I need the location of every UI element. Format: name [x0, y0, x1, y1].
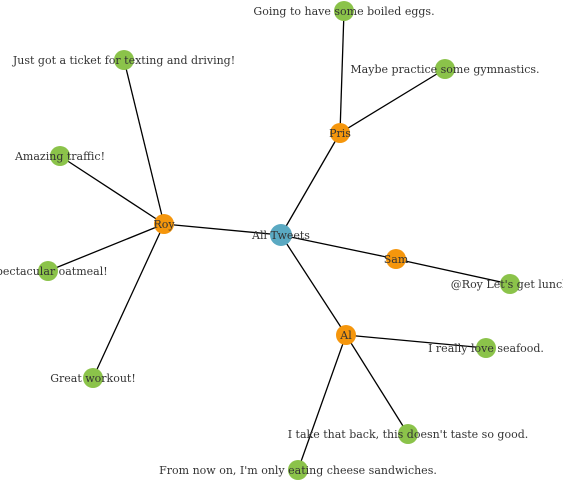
node-circle-t6[interactable]: [83, 368, 103, 388]
node-label-t2: Maybe practice some gymnastics.: [350, 63, 539, 76]
node-label-root: All Tweets: [251, 229, 310, 242]
node-label-al: Al: [339, 329, 352, 342]
node-label-t9: I take that back, this doesn't taste so …: [288, 428, 529, 441]
node-t7[interactable]: @Roy Let's get lunch: [451, 274, 563, 294]
node-t10[interactable]: From now on, I'm only eating cheese sand…: [159, 460, 437, 480]
link-root-pris: [280, 132, 341, 236]
link-roy-t3: [123, 59, 165, 225]
node-circle-root[interactable]: [270, 224, 292, 246]
node-t2[interactable]: Maybe practice some gymnastics.: [350, 59, 540, 79]
node-sam[interactable]: Sam: [384, 249, 409, 269]
links-layer: [47, 10, 511, 471]
node-pris[interactable]: Pris: [329, 123, 351, 143]
node-label-pris: Pris: [329, 127, 351, 140]
node-label-t10: From now on, I'm only eating cheese sand…: [159, 464, 437, 477]
node-label-t6: Great workout!: [50, 372, 136, 385]
node-roy[interactable]: Roy: [153, 214, 175, 234]
node-t9[interactable]: I take that back, this doesn't taste so …: [288, 424, 529, 444]
node-label-t5: Spectacular oatmeal!: [0, 265, 108, 278]
node-circle-t7[interactable]: [500, 274, 520, 294]
link-root-al: [280, 234, 347, 336]
node-circle-t8[interactable]: [476, 338, 496, 358]
node-label-sam: Sam: [384, 253, 409, 266]
node-t5[interactable]: Spectacular oatmeal!: [0, 261, 108, 281]
node-t6[interactable]: Great workout!: [50, 368, 136, 388]
node-t3[interactable]: Just got a ticket for texting and drivin…: [12, 50, 235, 70]
link-roy-t6: [92, 223, 165, 379]
link-root-sam: [280, 234, 397, 260]
node-label-t7: @Roy Let's get lunch: [451, 278, 563, 291]
link-root-roy: [163, 223, 282, 236]
node-circle-sam[interactable]: [386, 249, 406, 269]
link-pris-t1: [339, 10, 345, 134]
node-al[interactable]: Al: [336, 325, 356, 345]
link-roy-t5: [47, 223, 165, 272]
link-roy-t4: [59, 155, 165, 225]
node-circle-t2[interactable]: [435, 59, 455, 79]
node-label-t3: Just got a ticket for texting and drivin…: [12, 54, 235, 67]
node-t8[interactable]: I really love seafood.: [428, 338, 544, 358]
node-circle-roy[interactable]: [154, 214, 174, 234]
node-t1[interactable]: Going to have some boiled eggs.: [253, 1, 435, 21]
node-label-roy: Roy: [153, 218, 175, 231]
node-circle-t1[interactable]: [334, 1, 354, 21]
node-root[interactable]: All Tweets: [251, 224, 310, 246]
node-circle-t9[interactable]: [398, 424, 418, 444]
link-pris-t2: [339, 68, 446, 134]
link-sam-t7: [395, 258, 511, 285]
node-circle-pris[interactable]: [330, 123, 350, 143]
node-label-t8: I really love seafood.: [428, 342, 544, 355]
node-label-t1: Going to have some boiled eggs.: [253, 5, 434, 18]
link-al-t10: [297, 334, 347, 471]
node-circle-t10[interactable]: [288, 460, 308, 480]
node-circle-t4[interactable]: [50, 146, 70, 166]
node-circle-al[interactable]: [336, 325, 356, 345]
node-circle-t3[interactable]: [114, 50, 134, 70]
link-al-t8: [345, 334, 487, 349]
node-circle-t5[interactable]: [38, 261, 58, 281]
node-label-t4: Amazing traffic!: [14, 150, 105, 163]
link-al-t9: [345, 334, 409, 435]
node-t4[interactable]: Amazing traffic!: [14, 146, 105, 166]
